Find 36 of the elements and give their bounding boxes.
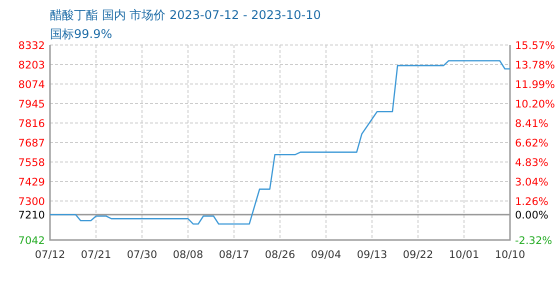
y2-tick-label: 15.57% xyxy=(515,40,556,52)
y2-tick-label: 13.78% xyxy=(515,60,556,72)
x-tick-label: 10/10 xyxy=(494,249,526,261)
chart-title: 醋酸丁酯 国内 市场价 2023-07-12 - 2023-10-10 xyxy=(50,8,321,22)
y2-tick-label: -2.32% xyxy=(515,235,552,247)
x-tick-label: 08/17 xyxy=(218,249,250,261)
y2-tick-label: 3.04% xyxy=(515,176,548,189)
x-tick-label: 10/01 xyxy=(448,249,480,261)
x-tick-label: 09/13 xyxy=(356,249,388,261)
y2-tick-label: 0.00% xyxy=(515,210,548,222)
y-tick-label: 7300 xyxy=(18,196,45,208)
y2-tick-label: 11.99% xyxy=(515,79,556,92)
y2-tick-label: 4.83% xyxy=(515,157,548,170)
x-tick-label: 07/21 xyxy=(80,249,112,261)
line-series xyxy=(49,60,511,225)
y2-tick-label: 1.26% xyxy=(515,196,548,208)
x-tick-label: 09/04 xyxy=(310,249,342,261)
y-tick-label: 7945 xyxy=(18,98,45,110)
y-tick-label: 7687 xyxy=(18,138,45,150)
y-tick-label: 7042 xyxy=(18,235,45,247)
x-tick-label: 07/12 xyxy=(34,249,66,261)
y-tick-label: 8332 xyxy=(18,40,45,52)
y-tick-label: 7210 xyxy=(18,210,45,222)
y2-tick-label: 6.62% xyxy=(515,138,548,150)
x-tick-label: 09/22 xyxy=(402,249,434,261)
y-tick-label: 7816 xyxy=(18,118,46,130)
y2-tick-label: 10.20% xyxy=(515,98,556,111)
y-tick-label: 7429 xyxy=(18,176,45,188)
x-tick-label: 07/30 xyxy=(126,249,158,261)
x-tick-label: 08/08 xyxy=(172,249,204,261)
x-tick-label: 08/26 xyxy=(264,249,296,261)
y-tick-label: 8203 xyxy=(18,60,45,72)
y-tick-label: 8074 xyxy=(18,79,46,91)
y-tick-label: 7558 xyxy=(18,157,45,169)
y2-tick-label: 8.41% xyxy=(515,118,548,130)
chart-subtitle: 国标99.9% xyxy=(50,27,112,41)
